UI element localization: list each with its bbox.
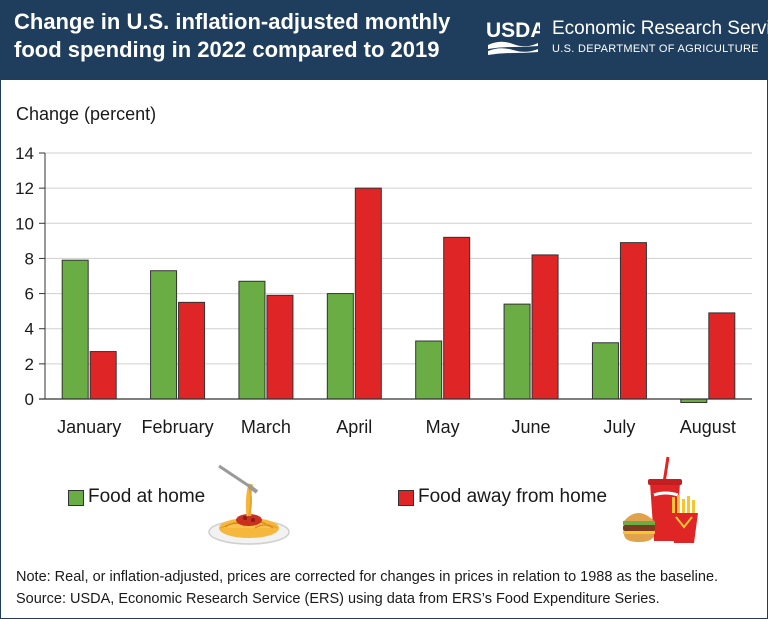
bar-food-at-home-june: [503, 303, 531, 400]
bar-food-away-june: [531, 254, 559, 400]
footnote: Note: Real, or inflation-adjusted, price…: [16, 569, 719, 585]
bar-food-at-home-february: [150, 270, 178, 400]
x-tick-label: May: [426, 417, 460, 437]
y-tick-label: 8: [25, 249, 34, 268]
bar-food-away-may: [443, 236, 471, 400]
legend-label-food-away: Food away from home: [418, 486, 608, 507]
x-tick-label: February: [142, 417, 214, 437]
bar-food-away-march: [266, 294, 294, 400]
bar-food-away-july: [619, 242, 647, 400]
usda-logo-icon: USDA: [486, 19, 540, 55]
y-tick-label: 12: [15, 179, 34, 198]
x-tick-label: June: [512, 417, 551, 437]
chart-title: Change in U.S. inflation-adjusted monthl…: [14, 9, 451, 62]
bar-food-at-home-january: [61, 259, 89, 400]
bar-food-at-home-july: [591, 342, 619, 400]
usda-logo-text: USDA: [486, 19, 540, 42]
y-tick-label: 4: [25, 320, 34, 339]
x-tick-label: March: [241, 417, 291, 437]
y-tick-label: 2: [25, 355, 34, 374]
legend-swatch-food-at-home: [68, 490, 84, 506]
x-tick-label: January: [57, 417, 121, 437]
y-tick-label: 14: [15, 144, 34, 163]
bar-food-away-april: [354, 187, 382, 400]
bar-chart: 0 2 4 6 8 10 12 14 January February March April May J…: [15, 144, 752, 437]
y-tick-label: 10: [15, 214, 34, 233]
x-tick-label: August: [680, 417, 736, 437]
y-axis-label: Change (percent): [16, 104, 157, 124]
x-tick-label: July: [603, 417, 635, 437]
bar-food-at-home-april: [326, 293, 354, 400]
legend-label-food-at-home: Food at home: [88, 486, 206, 507]
legend-swatch-food-away: [398, 490, 414, 506]
agency-name: Economic Research Service: [552, 18, 768, 39]
y-tick-label: 0: [25, 390, 34, 409]
department-name: U.S. DEPARTMENT OF AGRICULTURE: [552, 43, 759, 55]
x-tick-label: April: [336, 417, 372, 437]
y-tick-label: 6: [25, 285, 34, 304]
bar-food-at-home-may: [415, 340, 443, 400]
bar-food-away-february: [178, 301, 206, 400]
bar-food-away-august: [708, 312, 736, 400]
source-note: Source: USDA, Economic Research Service …: [16, 591, 660, 607]
burger-fries-soda-icon: [623, 456, 698, 543]
header-banner: Change in U.S. inflation-adjusted monthl…: [0, 0, 768, 80]
bar-food-at-home-march: [238, 280, 266, 400]
bar-food-away-january: [89, 351, 117, 400]
spaghetti-icon: [208, 464, 290, 545]
